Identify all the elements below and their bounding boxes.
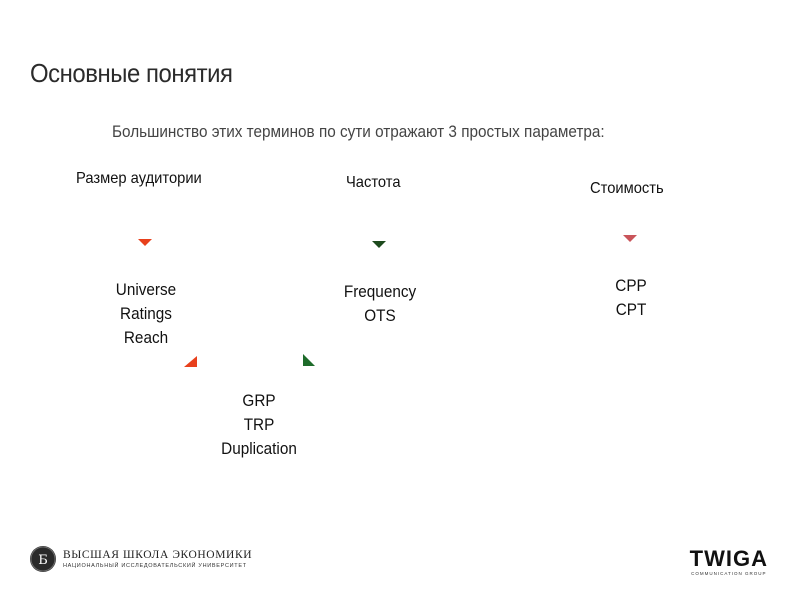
- slide-subtitle: Большинство этих терминов по сути отража…: [112, 122, 605, 141]
- arrow-diagonal-right-icon: [303, 354, 315, 366]
- column-audience-size-heading: Размер аудитории: [76, 170, 202, 187]
- hse-tagline: НАЦИОНАЛЬНЫЙ ИССЛЕДОВАТЕЛЬСКИЙ УНИВЕРСИТ…: [63, 563, 247, 569]
- hse-logo: Б ВЫСШАЯ ШКОЛА ЭКОНОМИКИ НАЦИОНАЛЬНЫЙ ИС…: [30, 546, 252, 572]
- column-frequency-terms: Frequency OTS: [317, 280, 443, 328]
- twiga-name: TWIGA: [689, 546, 768, 571]
- column-frequency-heading: Частота: [346, 174, 401, 191]
- slide-title: Основные понятия: [30, 58, 233, 88]
- column-cost-heading: Стоимость: [590, 180, 664, 197]
- term-reach: Reach: [123, 328, 169, 347]
- arrow-down-icon: [372, 241, 386, 248]
- term-trp: TRP: [243, 415, 275, 434]
- arrow-down-icon: [623, 235, 637, 242]
- term-frequency: Frequency: [343, 282, 417, 301]
- term-grp: GRP: [242, 391, 276, 410]
- arrow-down-icon: [138, 239, 152, 246]
- column-cost-terms: CPP CPT: [568, 274, 694, 322]
- hse-emblem-icon: Б: [30, 546, 56, 572]
- term-cpp: CPP: [615, 276, 647, 295]
- term-ots: OTS: [364, 306, 396, 325]
- hse-name: ВЫСШАЯ ШКОЛА ЭКОНОМИКИ: [63, 549, 253, 561]
- twiga-logo: TWIGA COMMUNICATION GROUP: [689, 546, 768, 577]
- term-duplication: Duplication: [221, 439, 297, 458]
- column-audience-size-terms: Universe Ratings Reach: [83, 278, 209, 350]
- arrow-diagonal-left-icon: [184, 356, 197, 367]
- combined-terms: GRP TRP Duplication: [196, 389, 322, 461]
- term-universe: Universe: [115, 280, 177, 299]
- term-cpt: CPT: [615, 300, 647, 319]
- term-ratings: Ratings: [120, 304, 172, 323]
- svg-text:Б: Б: [38, 553, 48, 568]
- twiga-tagline: COMMUNICATION GROUP: [691, 571, 767, 576]
